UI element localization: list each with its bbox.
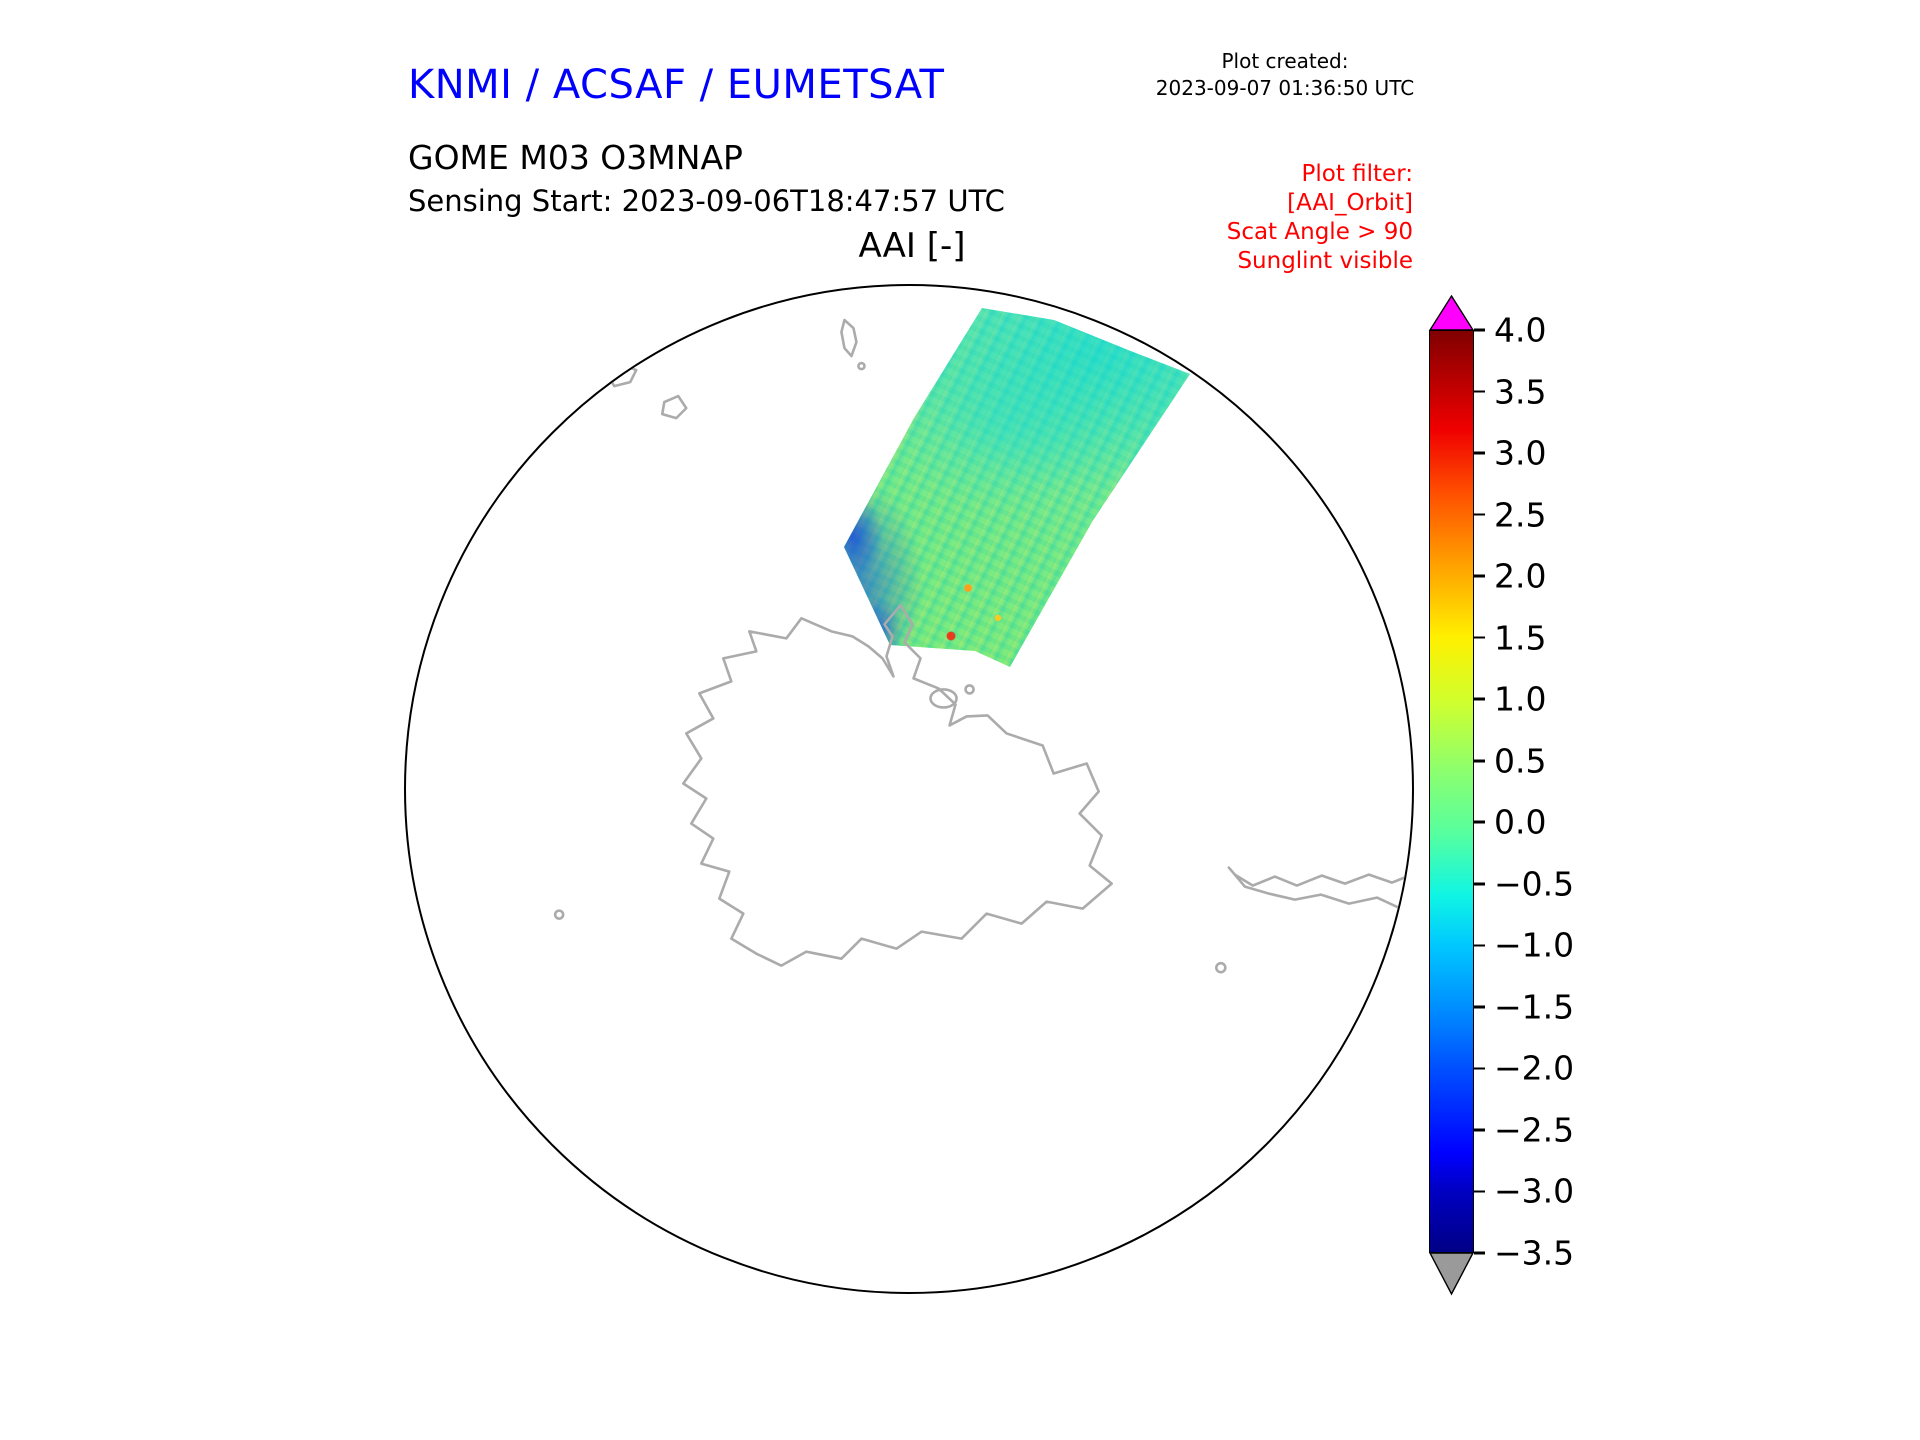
- tick-label: 2.5: [1494, 495, 1547, 535]
- tick-mark-icon: [1474, 944, 1485, 947]
- coastal-island: [929, 688, 958, 709]
- islet-near-top: [857, 361, 866, 371]
- plot-created-value: 2023-09-07 01:36:50 UTC: [1155, 76, 1415, 100]
- sensing-start: Sensing Start: 2023-09-06T18:47:57 UTC: [408, 184, 1005, 218]
- colorbar-under-arrow: [1428, 1252, 1475, 1296]
- colorbar-tick: −2.0: [1474, 1049, 1574, 1088]
- small-island: [1215, 961, 1227, 974]
- filter-line: Scat Angle > 90: [1226, 219, 1413, 245]
- tick-mark-icon: [1474, 1190, 1485, 1193]
- colorbar-tick: −3.0: [1474, 1172, 1574, 1211]
- colorbar-tick: 4.0: [1474, 311, 1546, 350]
- colorbar-tick: 0.0: [1474, 803, 1546, 842]
- tick-label: −1.5: [1494, 987, 1575, 1027]
- tick-label: −2.5: [1494, 1110, 1575, 1150]
- colorbar-tick: 2.0: [1474, 557, 1546, 596]
- tick-mark-icon: [1474, 574, 1485, 578]
- plot-created-label: Plot created:: [1221, 49, 1349, 73]
- tick-mark-icon: [1474, 513, 1485, 516]
- tick-mark-icon: [1474, 1251, 1485, 1255]
- antarctica-coastline: [681, 604, 1114, 967]
- colorbar-tick: −1.0: [1474, 926, 1574, 965]
- tick-mark-icon: [1474, 390, 1485, 393]
- colorbar-over-arrow: [1428, 294, 1475, 331]
- colorbar: 4.0 3.5 3.0 2.5 2.0 1.5 1.0 0.5 0.0 −0.5 −1.0 −1.5 −…: [1428, 294, 1574, 1296]
- colorbar-ticks: 4.0 3.5 3.0 2.5 2.0 1.5 1.0 0.5 0.0 −0.5 −1.0 −1.5 −…: [1429, 311, 1574, 1273]
- filter-line: [AAI_Orbit]: [1287, 190, 1413, 216]
- colorbar-tick: −1.5: [1474, 987, 1574, 1026]
- product-name: GOME M03 O3MNAP: [408, 138, 743, 177]
- south-america-coastline-lower: [1347, 1005, 1412, 1077]
- coastal-islet: [964, 684, 975, 695]
- islet-lower-left: [553, 909, 565, 920]
- colorbar-tick: 1.0: [1474, 680, 1546, 719]
- colorbar-over-arrow-icon: [1428, 294, 1475, 331]
- tick-label: −3.5: [1494, 1233, 1575, 1273]
- plot-created-block: Plot created: 2023-09-07 01:36:50 UTC: [1115, 48, 1455, 102]
- polar-map: [404, 284, 1414, 1294]
- colorbar-tick: 3.5: [1474, 372, 1546, 411]
- tick-label: 0.0: [1494, 802, 1547, 842]
- tick-mark-icon: [1474, 697, 1485, 701]
- tick-label: −2.0: [1494, 1048, 1575, 1088]
- tick-label: −0.5: [1494, 864, 1575, 904]
- colorbar-under-arrow-icon: [1428, 1252, 1475, 1296]
- tick-mark-icon: [1474, 636, 1485, 639]
- map-title: AAI [-]: [858, 226, 966, 266]
- tick-label: −1.0: [1494, 925, 1575, 965]
- colorbar-tick: −2.5: [1474, 1110, 1574, 1149]
- tick-mark-icon: [1474, 882, 1485, 886]
- tick-label: 1.0: [1494, 679, 1547, 719]
- colorbar-tick: −0.5: [1474, 864, 1574, 903]
- tick-label: 0.5: [1494, 741, 1547, 781]
- filter-line: Plot filter:: [1301, 161, 1413, 187]
- tick-mark-icon: [1474, 1128, 1485, 1132]
- colorbar-tick: 3.0: [1474, 434, 1546, 473]
- tick-mark-icon: [1474, 759, 1485, 763]
- page-title: KNMI / ACSAF / EUMETSAT: [408, 62, 945, 108]
- tick-mark-icon: [1474, 820, 1485, 824]
- colorbar-tick: −3.5: [1474, 1234, 1574, 1273]
- island-upper-left-b: [660, 394, 688, 420]
- filter-line: Sunglint visible: [1237, 248, 1413, 274]
- colorbar-gradient: [1429, 330, 1474, 1253]
- island-near-top: [840, 318, 858, 358]
- south-america-coastline: [1227, 866, 1412, 911]
- island-upper-left-a: [604, 362, 638, 388]
- tick-label: −3.0: [1494, 1171, 1575, 1211]
- tick-mark-icon: [1474, 451, 1485, 455]
- tick-mark-icon: [1474, 1005, 1485, 1009]
- plot-filter-block: Plot filter: [AAI_Orbit] Scat Angle > 90…: [1227, 160, 1413, 276]
- tick-label: 4.0: [1494, 310, 1547, 350]
- tick-mark-icon: [1474, 328, 1485, 332]
- tick-label: 2.0: [1494, 556, 1547, 596]
- colorbar-tick: 2.5: [1474, 495, 1546, 534]
- colorbar-tick: 0.5: [1474, 741, 1546, 780]
- tick-label: 3.5: [1494, 372, 1547, 412]
- tick-label: 1.5: [1494, 618, 1547, 658]
- colorbar-tick: 1.5: [1474, 618, 1546, 657]
- tick-mark-icon: [1474, 1067, 1485, 1070]
- coastlines: [553, 318, 1412, 1077]
- tick-label: 3.0: [1494, 433, 1547, 473]
